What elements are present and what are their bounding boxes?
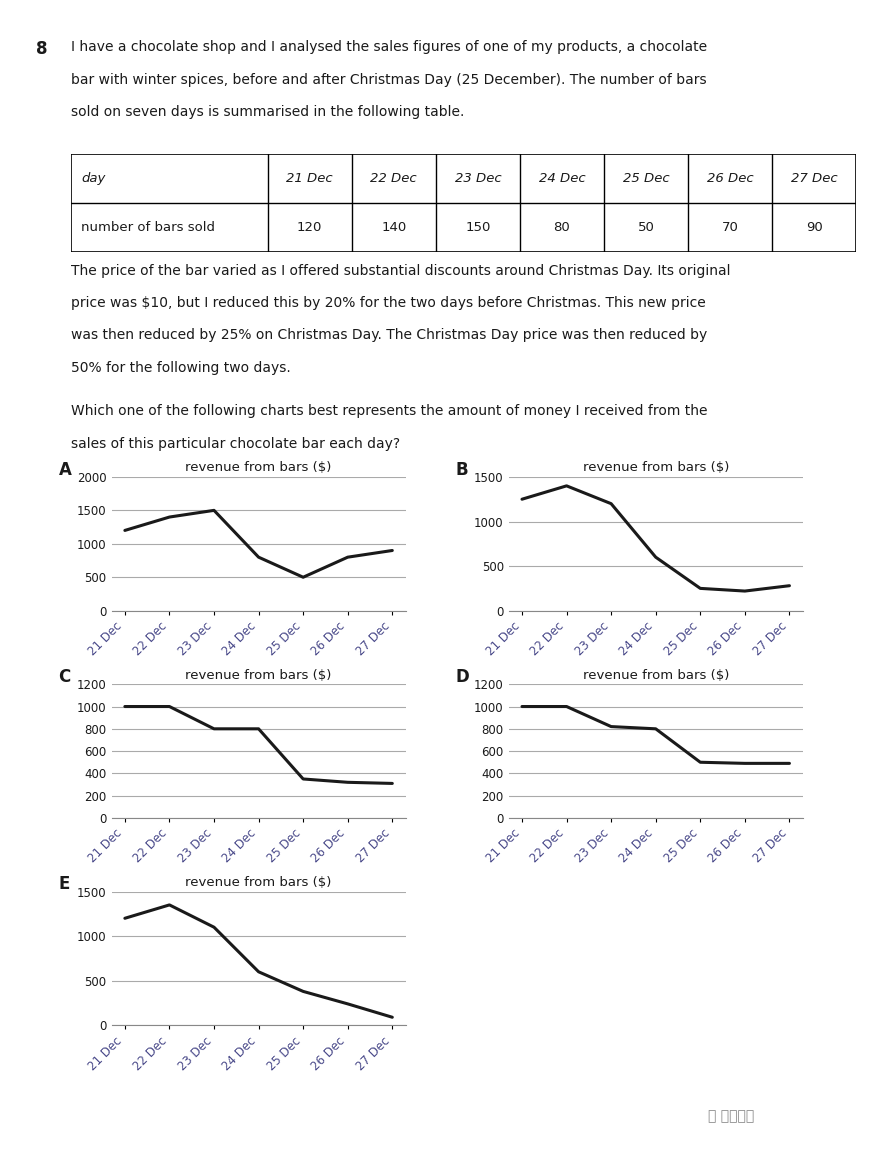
- Text: B: B: [456, 461, 468, 479]
- Text: 120: 120: [297, 221, 322, 234]
- Text: The price of the bar varied as I offered substantial discounts around Christmas : The price of the bar varied as I offered…: [71, 264, 731, 278]
- Title: revenue from bars ($): revenue from bars ($): [582, 668, 729, 682]
- Text: bar with winter spices, before and after Christmas Day (25 December). The number: bar with winter spices, before and after…: [71, 73, 707, 86]
- Text: E: E: [59, 876, 70, 894]
- Text: price was $10, but I reduced this by 20% for the two days before Christmas. This: price was $10, but I reduced this by 20%…: [71, 296, 706, 310]
- Text: 140: 140: [381, 221, 407, 234]
- Text: 21 Dec: 21 Dec: [286, 173, 333, 185]
- Text: number of bars sold: number of bars sold: [81, 221, 215, 234]
- Text: sold on seven days is summarised in the following table.: sold on seven days is summarised in the …: [71, 105, 465, 119]
- Text: day: day: [81, 173, 105, 185]
- Text: 23 Dec: 23 Dec: [455, 173, 501, 185]
- Text: 50: 50: [638, 221, 655, 234]
- Text: 🌿 茁藤教育: 🌿 茁藤教育: [708, 1109, 755, 1123]
- Title: revenue from bars ($): revenue from bars ($): [582, 461, 729, 475]
- Text: D: D: [456, 668, 469, 687]
- Text: was then reduced by 25% on Christmas Day. The Christmas Day price was then reduc: was then reduced by 25% on Christmas Day…: [71, 328, 707, 342]
- Text: Which one of the following charts best represents the amount of money I received: Which one of the following charts best r…: [71, 404, 708, 418]
- Text: 27 Dec: 27 Dec: [791, 173, 838, 185]
- Text: 22 Dec: 22 Dec: [370, 173, 417, 185]
- Text: 70: 70: [722, 221, 739, 234]
- Title: revenue from bars ($): revenue from bars ($): [186, 876, 332, 889]
- Text: C: C: [59, 668, 70, 687]
- Text: I have a chocolate shop and I analysed the sales figures of one of my products, : I have a chocolate shop and I analysed t…: [71, 40, 707, 54]
- Text: 25 Dec: 25 Dec: [623, 173, 669, 185]
- Text: 8: 8: [36, 40, 47, 59]
- Title: revenue from bars ($): revenue from bars ($): [186, 668, 332, 682]
- Text: A: A: [59, 461, 71, 479]
- Title: revenue from bars ($): revenue from bars ($): [186, 461, 332, 475]
- Text: 80: 80: [554, 221, 570, 234]
- Text: 50% for the following two days.: 50% for the following two days.: [71, 361, 291, 374]
- Text: sales of this particular chocolate bar each day?: sales of this particular chocolate bar e…: [71, 437, 401, 450]
- Text: 26 Dec: 26 Dec: [706, 173, 754, 185]
- Text: 24 Dec: 24 Dec: [539, 173, 585, 185]
- Text: 150: 150: [465, 221, 491, 234]
- Text: 90: 90: [805, 221, 822, 234]
